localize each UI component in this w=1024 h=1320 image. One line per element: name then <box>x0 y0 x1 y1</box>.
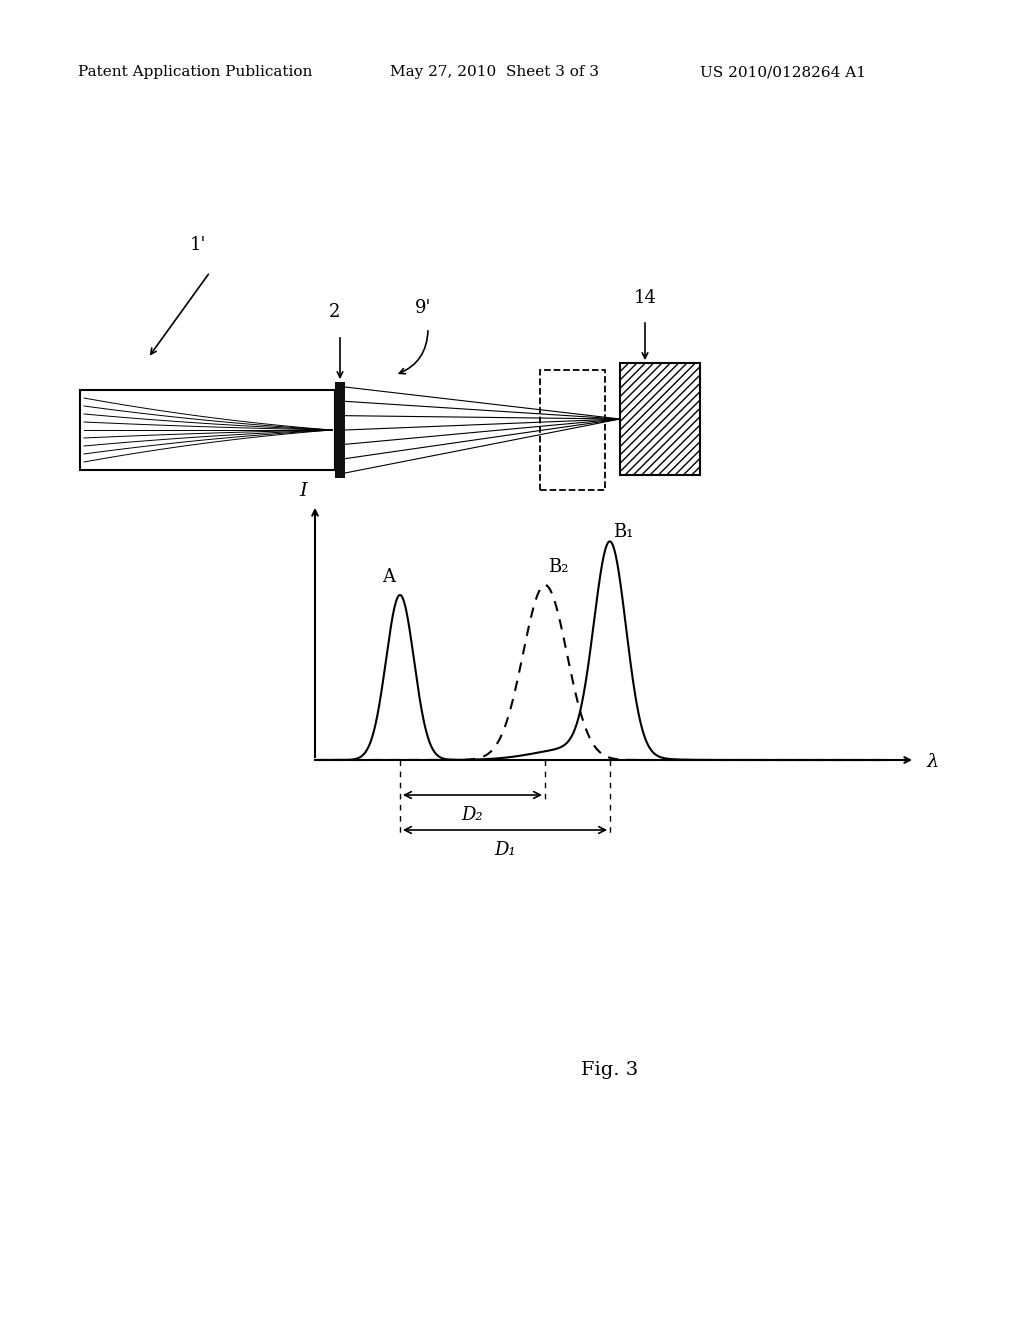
Text: Fig. 3: Fig. 3 <box>582 1061 639 1078</box>
Bar <box>335 381 345 478</box>
Text: I: I <box>299 482 307 500</box>
Text: λ: λ <box>927 752 939 771</box>
Text: A: A <box>382 568 395 586</box>
Bar <box>540 370 605 490</box>
Bar <box>620 363 700 475</box>
Text: D₂: D₂ <box>462 807 483 824</box>
Text: May 27, 2010  Sheet 3 of 3: May 27, 2010 Sheet 3 of 3 <box>390 65 599 79</box>
Text: Patent Application Publication: Patent Application Publication <box>78 65 312 79</box>
Text: 14: 14 <box>634 289 656 308</box>
Text: 9': 9' <box>415 300 431 317</box>
Text: B₁: B₁ <box>613 523 634 541</box>
Text: US 2010/0128264 A1: US 2010/0128264 A1 <box>700 65 866 79</box>
Text: D₁: D₁ <box>495 841 516 859</box>
Text: 2: 2 <box>330 304 341 321</box>
Text: B₂: B₂ <box>548 558 568 576</box>
Text: 1': 1' <box>190 236 207 253</box>
Bar <box>80 389 335 470</box>
